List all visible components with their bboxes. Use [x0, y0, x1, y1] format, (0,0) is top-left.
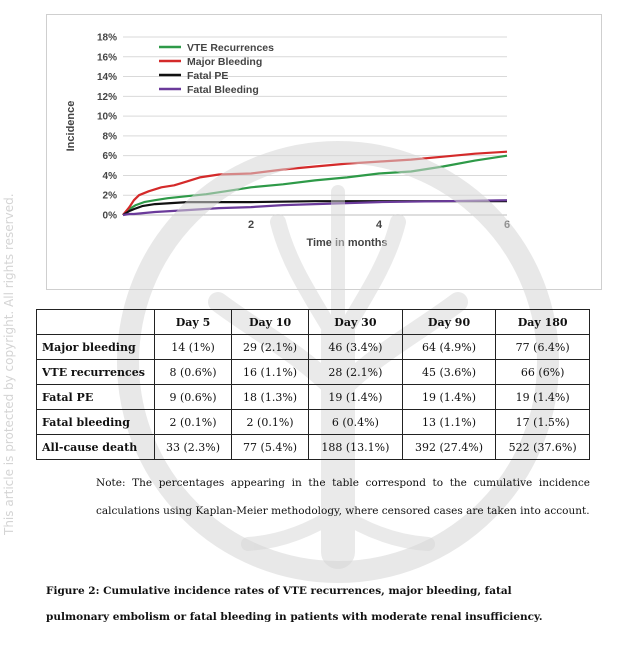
y-tick-labels: 0% 2% 4% 6% 8% 10% 12% 14% 16% 18%	[97, 33, 117, 222]
table-cell: 19 (1.4%)	[401, 384, 497, 410]
y-tick-label: 14%	[97, 72, 117, 83]
y-tick-label: 18%	[97, 33, 117, 44]
table-cell: 13 (1.1%)	[401, 409, 497, 435]
table-cell: 19 (1.4%)	[308, 384, 403, 410]
row-label: Major bleeding	[36, 334, 155, 360]
x-tick-label: 6	[504, 219, 510, 231]
table-cell: 188 (13.1%)	[308, 434, 403, 460]
table-cell: 77 (5.4%)	[231, 434, 310, 460]
y-axis-title: Incidence	[65, 101, 77, 152]
copyright-watermark: This article is protected by copyright. …	[2, 193, 16, 535]
row-label: VTE recurrences	[36, 359, 155, 385]
table-header-cell: Day 10	[231, 309, 310, 335]
y-tick-label: 16%	[97, 52, 117, 63]
table-cell: 19 (1.4%)	[495, 384, 590, 410]
series-lines	[122, 150, 508, 217]
table-cell: 522 (37.6%)	[495, 434, 590, 460]
x-tick-label: 2	[248, 219, 254, 231]
x-tick-labels: 2 4 6	[248, 219, 510, 231]
table-cell: 16 (1.1%)	[231, 359, 310, 385]
y-tick-label: 12%	[97, 92, 117, 103]
table-cell: 17 (1.5%)	[495, 409, 590, 435]
table-header-cell: Day 180	[495, 309, 590, 335]
table-header-cell: Day 30	[308, 309, 403, 335]
table-header-cell	[36, 309, 155, 335]
x-axis-title: Time in months	[306, 237, 387, 249]
legend-label: Fatal Bleeding	[187, 84, 259, 96]
figure-caption: Figure 2: Cumulative incidence rates of …	[46, 585, 543, 623]
y-tick-label: 6%	[103, 151, 118, 162]
x-tick-label: 4	[376, 219, 383, 231]
table-header-cell: Day 5	[153, 309, 233, 335]
table-row: Fatal PE 9 (0.6%) 18 (1.3%) 19 (1.4%) 19…	[36, 384, 590, 410]
table-row: Major bleeding 14 (1%) 29 (2.1%) 46 (3.4…	[36, 334, 590, 360]
table-cell: 9 (0.6%)	[153, 384, 233, 410]
table-cell: 77 (6.4%)	[495, 334, 590, 360]
table-cell: 66 (6%)	[495, 359, 590, 385]
legend-label: Major Bleeding	[187, 56, 262, 68]
legend-label: VTE Recurrences	[187, 42, 274, 54]
table-cell: 6 (0.4%)	[308, 409, 403, 435]
table-row: VTE recurrences 8 (0.6%) 16 (1.1%) 28 (2…	[36, 359, 590, 385]
table-cell: 14 (1%)	[153, 334, 233, 360]
chart-legend: VTE Recurrences Major Bleeding Fatal PE Fat…	[159, 42, 274, 96]
table-header-row: Day 5 Day 10 Day 30 Day 90 Day 180	[36, 309, 590, 335]
table-cell: 29 (2.1%)	[231, 334, 310, 360]
table-row: Fatal bleeding 2 (0.1%) 2 (0.1%) 6 (0.4%…	[36, 409, 590, 435]
table-cell: 33 (2.3%)	[153, 434, 233, 460]
y-tick-label: 10%	[97, 112, 117, 123]
incidence-table: Day 5 Day 10 Day 30 Day 90 Day 180 Major…	[36, 309, 590, 460]
table-cell: 2 (0.1%)	[153, 409, 233, 435]
table-cell: 2 (0.1%)	[231, 409, 310, 435]
table-cell: 45 (3.6%)	[401, 359, 497, 385]
y-tick-label: 4%	[103, 171, 118, 182]
table-row: All-cause death 33 (2.3%) 77 (5.4%) 188 …	[36, 434, 590, 460]
row-label: Fatal PE	[36, 384, 155, 410]
series-line-major-bleeding	[122, 150, 508, 216]
table-cell: 18 (1.3%)	[231, 384, 310, 410]
y-tick-label: 0%	[103, 211, 118, 222]
series-line-vte-recurrences	[122, 154, 508, 216]
row-label: Fatal bleeding	[36, 409, 155, 435]
y-tick-label: 2%	[103, 191, 118, 202]
table-cell: 392 (27.4%)	[401, 434, 497, 460]
table-cell: 28 (2.1%)	[308, 359, 403, 385]
legend-label: Fatal PE	[187, 70, 228, 82]
y-tick-label: 8%	[103, 131, 118, 142]
table-header-cell: Day 90	[401, 309, 497, 335]
table-cell: 8 (0.6%)	[153, 359, 233, 385]
row-label: All-cause death	[36, 434, 155, 460]
table-cell: 64 (4.9%)	[401, 334, 497, 360]
table-cell: 46 (3.4%)	[308, 334, 403, 360]
table-note: Note: The percentages appearing in the t…	[96, 477, 590, 517]
